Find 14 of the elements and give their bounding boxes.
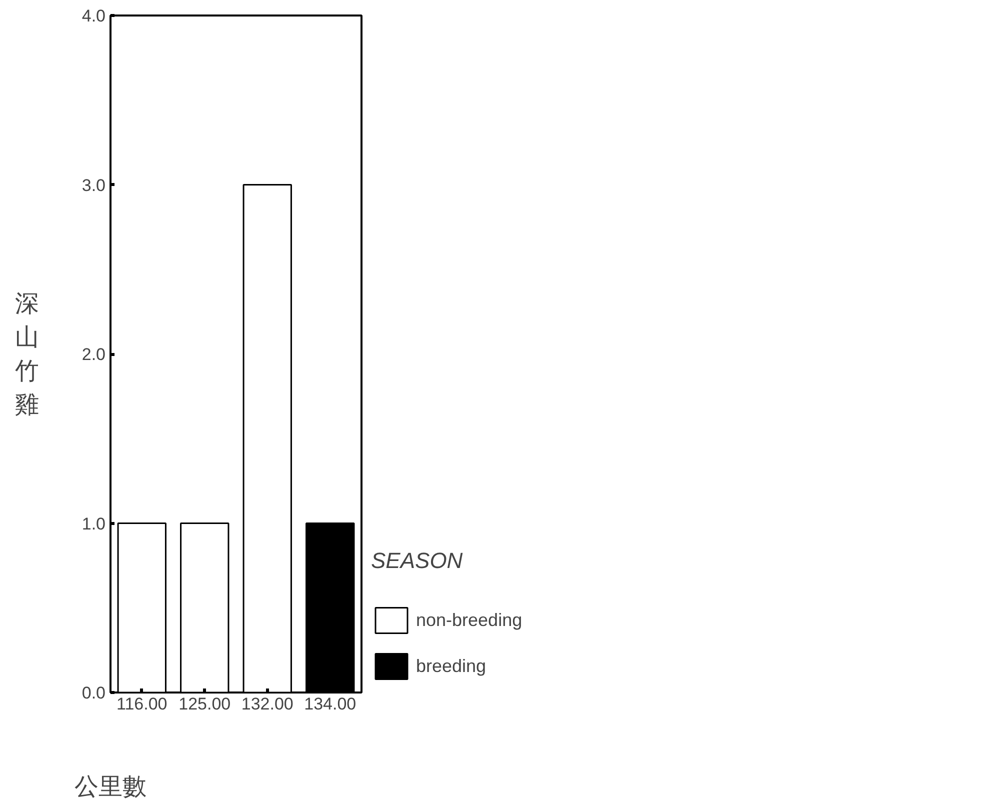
y-tick-label: 3.0: [82, 176, 106, 195]
y-tick-label: 0.0: [82, 684, 106, 702]
y-tick-label: 2.0: [82, 345, 106, 364]
legend-title: SEASON: [371, 548, 464, 574]
legend-label: breeding: [416, 656, 486, 676]
legend-label: non-breeding: [416, 610, 522, 630]
y-tick-label: 4.0: [82, 6, 106, 26]
x-tick-label: 134.00: [304, 694, 356, 714]
x-tick-label: 125.00: [178, 694, 231, 714]
x-tick-label: 116.00: [116, 694, 168, 714]
x-axis-title: 公里數: [74, 772, 146, 800]
y-axis-title: 深山竹雞: [14, 290, 39, 418]
y-tick-label: 1.0: [82, 514, 106, 534]
x-tick-label: 132.00: [241, 694, 294, 714]
